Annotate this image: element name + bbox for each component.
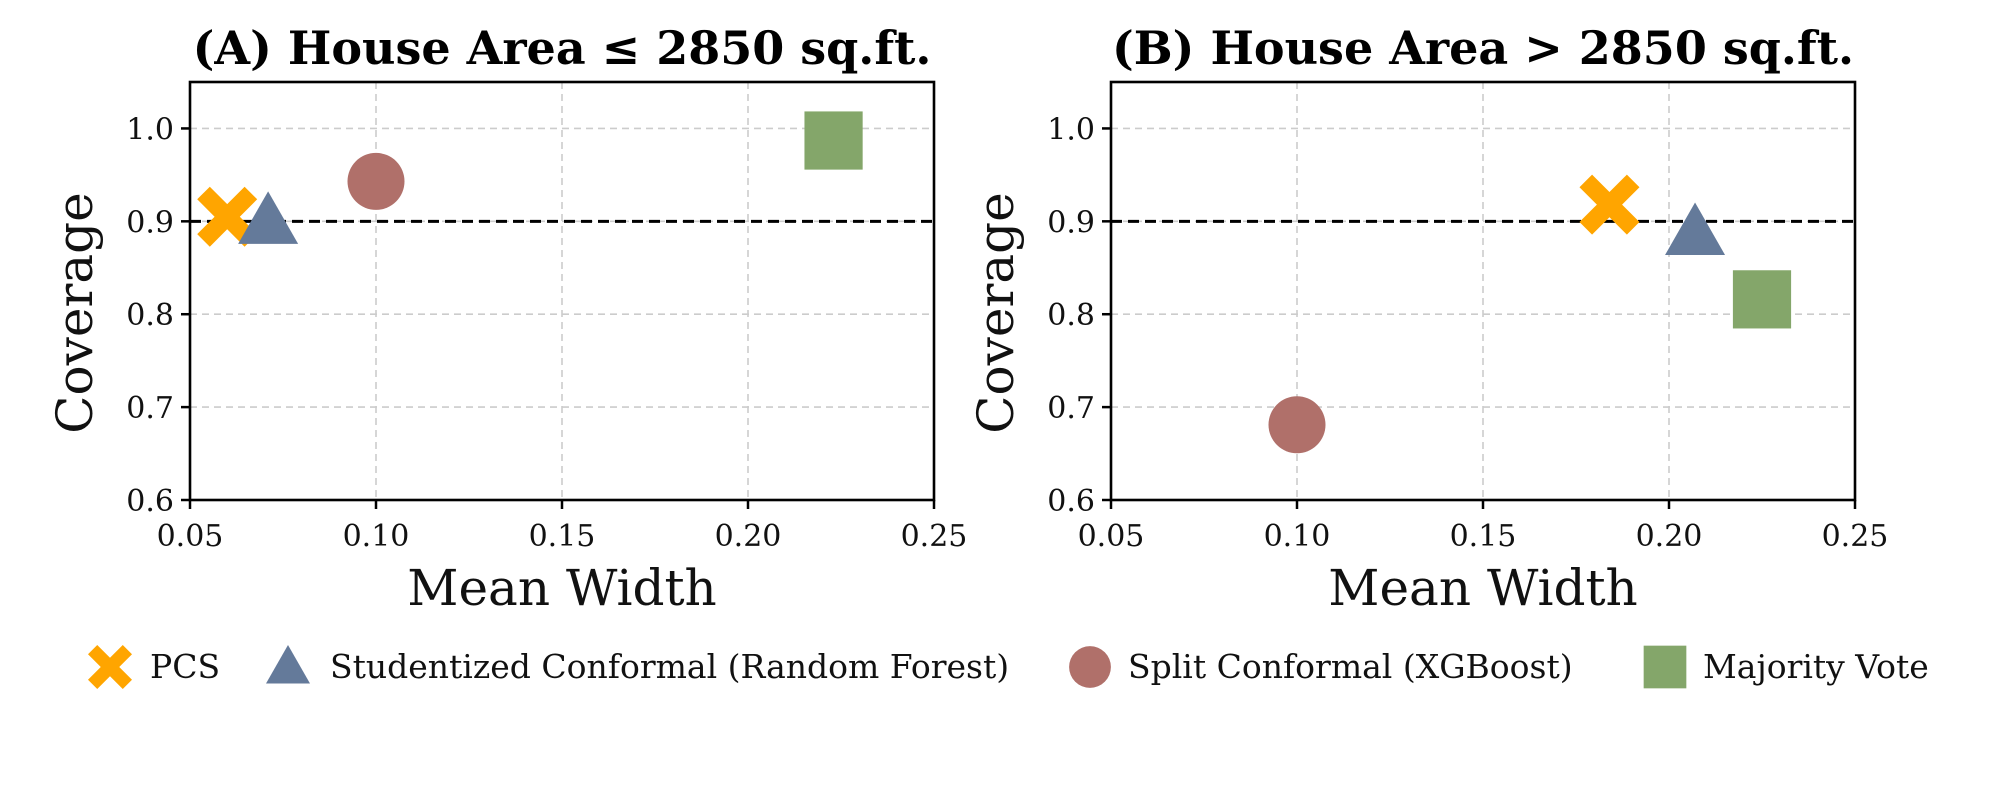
legend-x-marker xyxy=(88,645,132,689)
y-tick-label: 1.0 xyxy=(1047,112,1095,147)
legend-item-split-conformal: Split Conformal (XGBoost) xyxy=(1069,646,1573,688)
legend-item-majority-vote: Majority Vote xyxy=(1643,645,1929,689)
data-point-triangle xyxy=(1665,202,1726,255)
panel-b: (B) House Area > 2850 sq.ft. Mean Width … xyxy=(967,21,1888,617)
y-axis-label: Coverage xyxy=(46,192,104,434)
y-tick-label: 1.0 xyxy=(126,112,174,147)
panel-a: (A) House Area ≤ 2850 sq.ft. Mean Width … xyxy=(46,21,967,617)
data-point-triangle xyxy=(238,191,299,244)
legend-item-studentized-conformal: Studentized Conformal (Random Forest) xyxy=(266,645,1009,686)
x-tick-label: 0.10 xyxy=(343,519,410,554)
y-tick-label: 0.6 xyxy=(126,484,174,519)
legend-label: Split Conformal (XGBoost) xyxy=(1128,647,1573,686)
data-point-x xyxy=(197,186,258,247)
data-point-square xyxy=(804,111,863,170)
y-tick-label: 0.8 xyxy=(1047,298,1095,333)
legend-marker-shape xyxy=(88,645,132,689)
x-axis-label: Mean Width xyxy=(407,559,717,617)
legend-item-pcs: PCS xyxy=(88,645,220,689)
y-tick-label: 0.7 xyxy=(1047,391,1095,426)
legend: PCS Studentized Conformal (Random Forest… xyxy=(88,645,1929,689)
y-tick-label: 0.8 xyxy=(126,298,174,333)
x-tick-label: 0.10 xyxy=(1264,519,1331,554)
y-tick-label: 0.9 xyxy=(1047,205,1095,240)
legend-triangle-marker xyxy=(266,645,310,684)
chart-title: (B) House Area > 2850 sq.ft. xyxy=(1112,21,1854,75)
x-tick-label: 0.25 xyxy=(1822,519,1889,554)
data-point-circle xyxy=(1268,396,1326,454)
legend-marker-shape xyxy=(1069,646,1111,688)
legend-label: Majority Vote xyxy=(1703,647,1929,686)
legend-circle-marker xyxy=(1069,646,1111,688)
data-point-circle xyxy=(347,152,405,210)
legend-marker-shape xyxy=(266,645,310,684)
x-tick-label: 0.15 xyxy=(1450,519,1517,554)
legend-square-marker xyxy=(1643,645,1687,689)
y-tick-label: 0.7 xyxy=(126,391,174,426)
data-point-x xyxy=(1579,174,1640,235)
data-point-square xyxy=(1732,270,1792,329)
x-tick-label: 0.25 xyxy=(901,519,968,554)
x-tick-label: 0.20 xyxy=(1636,519,1703,554)
legend-marker-shape xyxy=(1643,645,1687,689)
x-tick-label: 0.20 xyxy=(715,519,782,554)
x-axis-label: Mean Width xyxy=(1328,559,1638,617)
y-axis-label: Coverage xyxy=(967,192,1025,434)
x-tick-label: 0.05 xyxy=(157,519,224,554)
axes-frame xyxy=(1109,80,1857,502)
y-tick-label: 0.6 xyxy=(1047,484,1095,519)
x-tick-label: 0.05 xyxy=(1078,519,1145,554)
x-tick-label: 0.15 xyxy=(529,519,596,554)
chart-title: (A) House Area ≤ 2850 sq.ft. xyxy=(193,21,932,75)
axes-frame xyxy=(188,80,936,502)
legend-label: Studentized Conformal (Random Forest) xyxy=(330,647,1009,686)
y-tick-label: 0.9 xyxy=(126,205,174,240)
legend-label: PCS xyxy=(150,647,220,686)
